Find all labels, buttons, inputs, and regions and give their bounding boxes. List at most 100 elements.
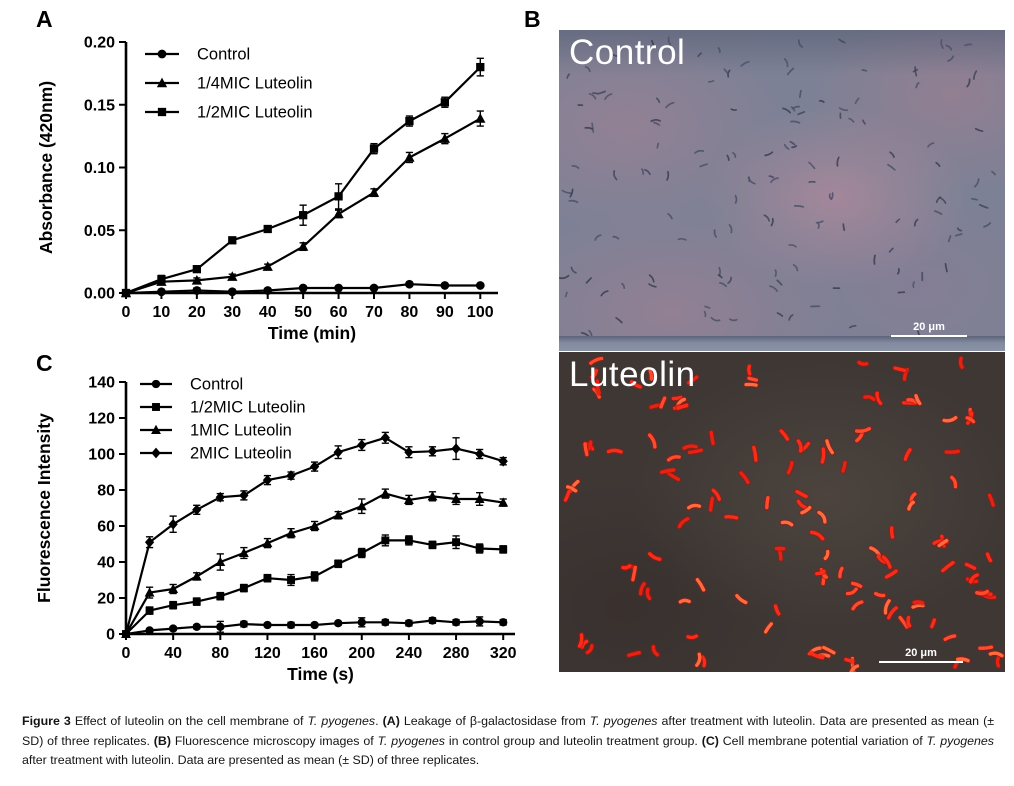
bacterium: [955, 233, 963, 237]
bacterium: [687, 503, 702, 510]
bacterium: [631, 565, 637, 582]
bacterium: [723, 68, 729, 74]
bacterium: [944, 449, 960, 454]
bacterium: [695, 578, 706, 592]
bacterium: [740, 60, 750, 67]
bacterium: [958, 356, 964, 369]
y-tick-label: 0.05: [84, 223, 115, 240]
scale-bar-control-line: [891, 335, 967, 337]
bacterium: [903, 448, 912, 461]
caption-segment: Fluorescence microscopy images of: [170, 733, 378, 748]
x-tick-label: 80: [401, 304, 419, 321]
bacterium: [987, 493, 995, 507]
bacterium: [656, 142, 660, 149]
y-tick-label: 0: [106, 627, 115, 644]
bacterium: [763, 214, 771, 222]
x-tick-label: 240: [396, 645, 423, 662]
caption-segment: T. pyogenes: [307, 714, 376, 728]
y-tick-label: 0.20: [84, 35, 115, 52]
bacterium: [694, 149, 705, 154]
bacterium: [718, 266, 721, 277]
bacterium: [592, 387, 601, 399]
bacterium: [838, 38, 846, 44]
x-tick-label: 20: [188, 304, 206, 321]
bacterium: [770, 177, 779, 184]
bacterium: [966, 78, 971, 88]
legend-label: 2MIC Luteolin: [190, 445, 292, 463]
x-tick-label: 30: [223, 304, 241, 321]
bacterium: [651, 645, 660, 657]
x-tick-label: 160: [301, 645, 328, 662]
bacterium: [973, 178, 980, 188]
bacterium: [580, 639, 589, 649]
bacterium: [677, 517, 690, 529]
bacteria-overlay-luteolin: [562, 355, 1005, 672]
bacterium: [650, 118, 661, 123]
bacterium: [695, 652, 702, 667]
bacterium: [671, 395, 683, 401]
bacterium: [621, 282, 626, 290]
bacterium: [569, 188, 574, 198]
bacterium: [800, 505, 812, 515]
bacterium: [666, 471, 681, 482]
bacterium: [947, 55, 955, 62]
bacterium: [747, 376, 758, 382]
series-control: [121, 279, 485, 298]
bacterium: [571, 165, 580, 169]
bacterium: [591, 122, 595, 133]
bacterium: [995, 655, 1001, 668]
bacteria-overlay-control: [559, 36, 997, 349]
bacterium: [612, 235, 620, 240]
bacterium: [589, 356, 604, 365]
x-tick-label: 0: [122, 645, 131, 662]
bacterium: [764, 151, 774, 157]
bacterium: [566, 485, 578, 493]
bacterium: [912, 68, 919, 73]
bacterium: [600, 290, 609, 297]
series-1-4mic-luteolin: [120, 110, 486, 298]
caption-segment: (B): [153, 733, 171, 748]
series-2mic-luteolin: [121, 431, 508, 640]
bacterium: [747, 364, 752, 376]
bacterium: [845, 587, 858, 596]
bacterium: [779, 429, 790, 441]
bacterium: [848, 117, 855, 123]
y-tick-label: 100: [88, 447, 115, 464]
caption-segment: Effect of luteolin on the cell membrane …: [70, 714, 308, 728]
scale-bar-luteolin-line: [879, 661, 963, 663]
bacterium: [983, 222, 992, 228]
bacterium: [930, 618, 936, 629]
figure-caption: Figure 3 Effect of luteolin on the cell …: [22, 712, 994, 771]
bacterium: [773, 604, 781, 616]
bacterium: [686, 375, 699, 385]
bacterium: [817, 222, 820, 229]
bacterium: [790, 120, 801, 124]
caption-segment: .: [375, 714, 383, 728]
caption-segment: Leakage of β-galactosidase from: [399, 714, 590, 728]
bacterium: [687, 448, 703, 455]
bacterium: [937, 538, 949, 548]
bacterium: [655, 97, 661, 104]
bacterium: [795, 489, 808, 499]
bacterium: [906, 398, 918, 404]
legend: Control 1/4MIC Luteolin 1/2MIC Luteolin: [145, 46, 313, 122]
bacterium: [898, 615, 909, 629]
bacterium: [786, 67, 795, 76]
bacterium: [648, 369, 654, 381]
bacterium: [793, 205, 805, 208]
bacterium: [686, 634, 699, 640]
bacterium: [942, 416, 958, 423]
bacterium: [734, 194, 738, 204]
caption-segment: Cell membrane potential variation of: [718, 733, 927, 748]
bacterium: [914, 394, 922, 406]
y-tick-label: 140: [88, 375, 115, 392]
bacterium: [730, 108, 737, 111]
bacterium: [887, 606, 898, 620]
legend-label: 1MIC Luteolin: [190, 422, 292, 440]
bacterium: [728, 224, 733, 234]
bacterium: [649, 403, 663, 409]
bacterium: [667, 36, 672, 46]
bacterium: [648, 274, 655, 283]
bacterium: [797, 111, 806, 116]
bacterium: [648, 283, 657, 288]
